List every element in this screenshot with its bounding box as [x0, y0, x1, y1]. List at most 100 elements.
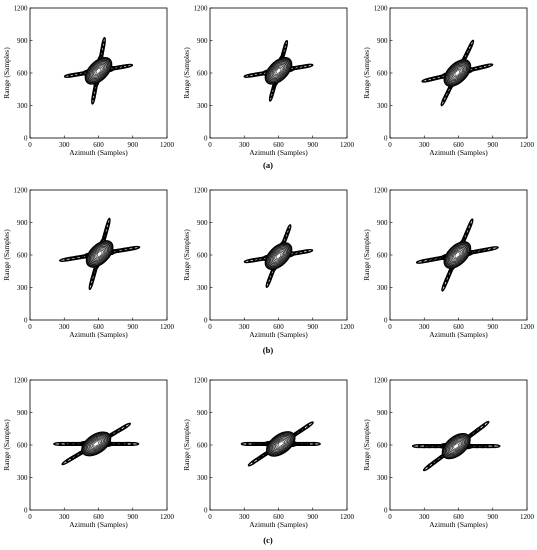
y-tick-label: 300: [197, 102, 208, 110]
y-tick-label: 300: [17, 474, 28, 482]
sidelobe-contour: [482, 443, 501, 449]
subfigure-caption: (c): [263, 535, 273, 545]
x-axis-label: Azimuth (Samples): [69, 330, 128, 339]
sidelobe-contour: [427, 456, 442, 469]
y-tick-label: 0: [24, 506, 28, 514]
y-tick-label: 0: [384, 134, 388, 142]
sidelobe-contour: [297, 249, 314, 255]
y-tick-label: 600: [377, 69, 388, 77]
y-axis-label: Range (Samples): [362, 47, 371, 99]
panel-a2: 0 300 600 900 1200 0 300 600 900 1200 Azimuth (Sam…: [182, 4, 355, 157]
sidelobe-contour: [476, 63, 494, 70]
x-tick-label: 600: [93, 323, 104, 331]
y-tick-label: 600: [197, 441, 208, 449]
sidelobe-contour: [121, 245, 141, 252]
x-tick-label: 900: [488, 141, 499, 149]
sidelobe-contour: [463, 43, 473, 60]
y-tick-label: 600: [377, 441, 388, 449]
y-tick-label: 900: [377, 219, 388, 227]
x-tick-label: 600: [453, 323, 464, 331]
sidelobe-contour: [475, 420, 490, 433]
mainlobe-contour: [275, 68, 282, 74]
x-tick-label: 1200: [520, 141, 535, 149]
y-tick-label: 0: [384, 316, 388, 324]
x-tick-label: 900: [308, 513, 319, 521]
y-tick-label: 1200: [374, 186, 389, 194]
contour-plot: [63, 37, 134, 105]
contour-plot: [243, 224, 314, 289]
y-tick-label: 1200: [14, 4, 29, 12]
y-tick-label: 1200: [374, 376, 389, 384]
y-tick-label: 900: [197, 219, 208, 227]
sidelobe-contour: [304, 441, 321, 447]
sidelobe-contour: [281, 39, 289, 56]
y-tick-label: 300: [377, 474, 388, 482]
x-tick-label: 600: [273, 141, 284, 149]
x-tick-label: 300: [59, 513, 70, 521]
y-tick-label: 900: [17, 409, 28, 417]
x-axis-label: Azimuth (Samples): [249, 148, 308, 157]
sidelobe-contour: [104, 217, 111, 236]
mainlobe-contour: [453, 443, 459, 449]
contour-plot: [59, 217, 141, 291]
sidelobe-contour: [422, 459, 438, 472]
y-tick-label: 600: [17, 251, 28, 259]
y-tick-label: 300: [377, 102, 388, 110]
contour-plot: [415, 218, 499, 292]
x-tick-label: 900: [308, 141, 319, 149]
y-tick-label: 900: [197, 37, 208, 45]
x-tick-label: 0: [208, 141, 212, 149]
y-tick-label: 1200: [194, 376, 209, 384]
y-tick-label: 600: [17, 441, 28, 449]
mainlobe-contour: [454, 252, 460, 258]
contour-plot: [421, 39, 494, 107]
x-tick-label: 0: [388, 323, 392, 331]
panel-a3: 0 300 600 900 1200 0 300 600 900 1200 Azimuth (Sam…: [362, 4, 535, 157]
y-tick-label: 0: [24, 316, 28, 324]
sidelobe-contour: [300, 421, 314, 432]
x-tick-label: 900: [128, 323, 139, 331]
x-axis-label: Azimuth (Samples): [429, 148, 488, 157]
x-tick-label: 1200: [340, 323, 355, 331]
y-tick-label: 0: [204, 316, 208, 324]
x-tick-label: 300: [239, 323, 250, 331]
panel-c1: 0 300 600 900 1200 0 300 600 900 1200 Azimuth (Sam…: [2, 376, 175, 529]
y-tick-label: 600: [197, 69, 208, 77]
panel-b2: 0 300 600 900 1200 0 300 600 900 1200 Azimuth (Sam…: [182, 186, 355, 339]
mainlobe-contour: [275, 253, 282, 259]
sidelobe-contour: [284, 224, 292, 240]
y-axis-label: Range (Samples): [182, 419, 191, 471]
y-tick-label: 600: [17, 69, 28, 77]
subfigure-caption: (a): [263, 160, 273, 170]
sidelobe-contour: [115, 422, 132, 434]
y-tick-label: 0: [204, 134, 208, 142]
x-tick-label: 300: [59, 323, 70, 331]
x-tick-label: 0: [208, 513, 212, 521]
x-tick-label: 600: [273, 323, 284, 331]
y-tick-label: 1200: [194, 186, 209, 194]
y-tick-label: 300: [197, 284, 208, 292]
mainlobe-contour: [454, 70, 460, 76]
x-tick-label: 900: [128, 513, 139, 521]
x-tick-label: 0: [208, 323, 212, 331]
sidelobe-contour: [100, 37, 106, 54]
mainlobe-contour: [95, 68, 102, 74]
sidelobe-contour: [297, 63, 314, 69]
x-tick-label: 1200: [520, 323, 535, 331]
y-tick-label: 900: [197, 409, 208, 417]
mainlobe-contour: [278, 441, 284, 447]
x-tick-label: 0: [388, 513, 392, 521]
x-tick-label: 1200: [340, 513, 355, 521]
contour-plot: [240, 421, 321, 467]
panel-c2: 0 300 600 900 1200 0 300 600 900 1200 Azimuth (Sam…: [182, 376, 355, 529]
y-axis-label: Range (Samples): [2, 229, 11, 281]
y-tick-label: 900: [17, 219, 28, 227]
y-tick-label: 0: [384, 506, 388, 514]
x-tick-label: 900: [128, 141, 139, 149]
mainlobe-contour: [93, 441, 100, 447]
subfigure-caption: (b): [262, 345, 274, 355]
sidelobe-contour: [463, 223, 472, 241]
x-axis-label: Azimuth (Samples): [69, 520, 128, 529]
x-tick-label: 1200: [340, 141, 355, 149]
